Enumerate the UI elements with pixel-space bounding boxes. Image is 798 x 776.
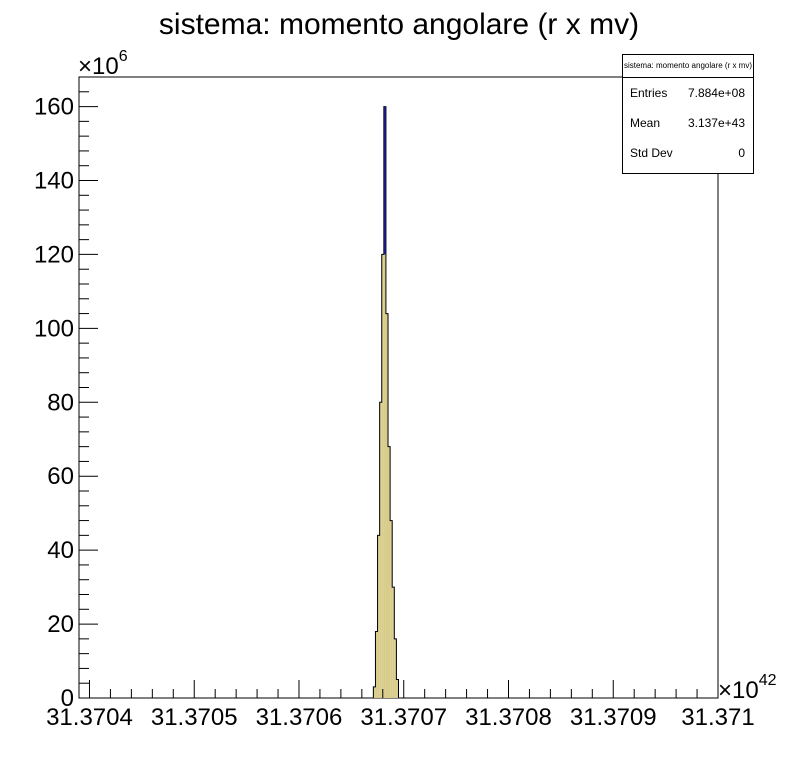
stats-label: Std Dev: [630, 146, 673, 160]
stats-row-mean: Mean 3.137e+43: [623, 108, 753, 138]
histogram-bin: [381, 254, 384, 698]
stats-row-entries: Entries 7.884e+08: [623, 78, 753, 108]
histogram-bin: [383, 106, 386, 699]
histogram-bin: [392, 587, 395, 698]
y-tick-label: 60: [47, 463, 74, 490]
histogram-bin: [379, 402, 382, 698]
histogram-bin: [373, 686, 376, 698]
y-tick-label: 0: [61, 685, 74, 712]
y-tick-label: 160: [34, 94, 74, 121]
x-tick-label: 31.371: [681, 704, 754, 731]
x-tick-label: 31.3704: [46, 704, 133, 731]
histogram-bin: [396, 679, 399, 698]
x-axis-multiplier: ×1042: [718, 672, 777, 704]
y-tick-label: 120: [34, 241, 74, 268]
stats-box[interactable]: sistema: momento angolare (r x mv) Entri…: [622, 54, 754, 174]
histogram-bin: [385, 313, 389, 698]
stats-row-std-dev: Std Dev 0: [623, 138, 753, 168]
histogram-bin: [390, 520, 393, 698]
stats-value: 0: [738, 146, 745, 160]
y-tick-label: 140: [34, 168, 74, 195]
stats-value: 7.884e+08: [687, 86, 745, 100]
histogram-bin: [377, 535, 380, 698]
stats-label: Mean: [630, 116, 661, 130]
stats-title: sistema: momento angolare (r x mv): [623, 55, 753, 78]
histogram-bin: [375, 631, 378, 698]
y-tick-label: 20: [47, 611, 74, 638]
y-axis-multiplier: ×106: [78, 48, 128, 80]
x-tick-label: 31.3708: [465, 704, 552, 731]
y-tick-label: 100: [34, 315, 74, 342]
histogram-bin: [388, 446, 391, 698]
stats-value: 3.137e+43: [687, 116, 745, 130]
y-tick-label: 40: [47, 537, 74, 564]
x-tick-label: 31.3706: [256, 704, 343, 731]
x-tick-label: 31.3707: [360, 704, 447, 731]
histogram-outline: [372, 106, 399, 698]
x-tick-label: 31.3705: [151, 704, 238, 731]
chart-title: sistema: momento angolare (r x mv): [158, 8, 640, 41]
x-tick-label: 31.3709: [570, 704, 657, 731]
y-tick-label: 80: [47, 389, 74, 416]
stats-label: Entries: [630, 86, 668, 100]
histogram-bin: [394, 638, 397, 698]
